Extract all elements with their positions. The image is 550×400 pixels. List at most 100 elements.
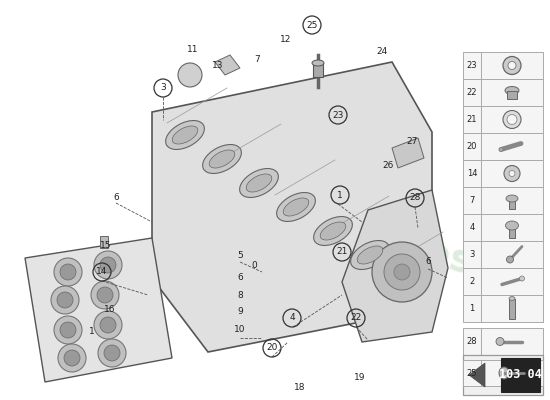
Circle shape [508, 62, 516, 70]
Text: 0: 0 [251, 260, 257, 270]
Text: 5: 5 [237, 250, 243, 260]
Bar [463, 355, 543, 395]
Bar [313, 63, 323, 77]
Bar [509, 226, 515, 238]
Ellipse shape [283, 198, 309, 216]
Bar [481, 79, 543, 106]
Text: 6: 6 [237, 274, 243, 282]
Circle shape [507, 256, 514, 263]
Text: 28: 28 [467, 337, 477, 346]
Bar [463, 268, 481, 295]
Text: 14: 14 [96, 268, 108, 276]
Polygon shape [215, 55, 240, 75]
Bar [481, 360, 543, 386]
Text: 18: 18 [294, 384, 306, 392]
Bar [463, 79, 481, 106]
Bar [481, 214, 543, 241]
Circle shape [504, 166, 520, 182]
Ellipse shape [312, 60, 324, 66]
Circle shape [64, 350, 80, 366]
Circle shape [394, 264, 410, 280]
Text: 23: 23 [467, 61, 477, 70]
Circle shape [100, 317, 116, 333]
Text: 25: 25 [467, 368, 477, 378]
Bar [481, 133, 543, 160]
Text: 16: 16 [104, 306, 116, 314]
Circle shape [60, 264, 76, 280]
Text: 11: 11 [187, 46, 199, 54]
Bar [463, 133, 481, 160]
Bar [481, 187, 543, 214]
Text: 8: 8 [237, 290, 243, 300]
Circle shape [58, 344, 86, 372]
Bar [463, 160, 481, 187]
Circle shape [496, 338, 504, 346]
Bar [463, 214, 481, 241]
Circle shape [499, 148, 503, 152]
Bar [501, 358, 540, 392]
Ellipse shape [505, 221, 519, 230]
Text: 19: 19 [354, 374, 366, 382]
Text: 103 04: 103 04 [499, 368, 542, 382]
Circle shape [54, 316, 82, 344]
Text: 24: 24 [376, 48, 388, 56]
Ellipse shape [499, 367, 509, 379]
Text: 28: 28 [409, 194, 421, 202]
Text: 1: 1 [337, 190, 343, 200]
Text: 13: 13 [212, 60, 224, 70]
Ellipse shape [172, 126, 198, 144]
Circle shape [97, 287, 113, 303]
Text: 21: 21 [336, 248, 348, 256]
Circle shape [51, 286, 79, 314]
Text: 26: 26 [382, 160, 394, 170]
Circle shape [509, 170, 515, 176]
Text: 7: 7 [469, 196, 475, 205]
Bar [481, 295, 543, 322]
Text: 20: 20 [467, 142, 477, 151]
Text: a passion for parts: a passion for parts [210, 256, 352, 308]
Bar [463, 106, 481, 133]
Ellipse shape [166, 120, 205, 150]
Ellipse shape [202, 144, 241, 174]
Circle shape [60, 322, 76, 338]
Bar [463, 328, 481, 355]
Ellipse shape [505, 86, 519, 94]
Circle shape [104, 345, 120, 361]
Bar [509, 198, 515, 208]
Text: 4: 4 [289, 314, 295, 322]
Bar [481, 268, 543, 295]
Ellipse shape [320, 222, 346, 240]
Text: 22: 22 [467, 88, 477, 97]
Text: 21: 21 [467, 115, 477, 124]
Circle shape [503, 56, 521, 74]
Circle shape [178, 63, 202, 87]
Bar [481, 328, 543, 355]
Text: 20: 20 [266, 344, 278, 352]
Ellipse shape [240, 168, 278, 198]
Circle shape [94, 311, 122, 339]
Circle shape [94, 251, 122, 279]
Bar [463, 241, 481, 268]
Text: 10: 10 [234, 326, 246, 334]
Ellipse shape [246, 174, 272, 192]
Text: 7: 7 [254, 56, 260, 64]
Ellipse shape [357, 246, 383, 264]
Bar [509, 298, 515, 318]
Ellipse shape [506, 195, 518, 202]
Text: 9: 9 [237, 308, 243, 316]
Circle shape [503, 110, 521, 128]
Ellipse shape [350, 240, 389, 270]
Text: 22: 22 [350, 314, 362, 322]
Text: 25: 25 [306, 20, 318, 30]
Circle shape [384, 254, 420, 290]
Polygon shape [392, 138, 424, 168]
Text: 4: 4 [469, 223, 475, 232]
Text: 6: 6 [425, 258, 431, 266]
Text: 3: 3 [469, 250, 475, 259]
Circle shape [91, 281, 119, 309]
Bar [481, 106, 543, 133]
Text: 6: 6 [113, 194, 119, 202]
Text: 1: 1 [469, 304, 475, 313]
Ellipse shape [314, 216, 353, 246]
Circle shape [507, 114, 517, 124]
